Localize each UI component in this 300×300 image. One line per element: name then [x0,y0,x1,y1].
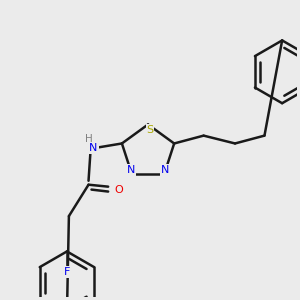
Text: S: S [146,125,154,135]
Text: F: F [64,267,70,277]
Text: O: O [115,184,123,195]
Text: H: H [85,134,92,144]
Text: N: N [127,165,135,175]
Text: N: N [161,165,170,175]
Text: N: N [89,143,98,153]
